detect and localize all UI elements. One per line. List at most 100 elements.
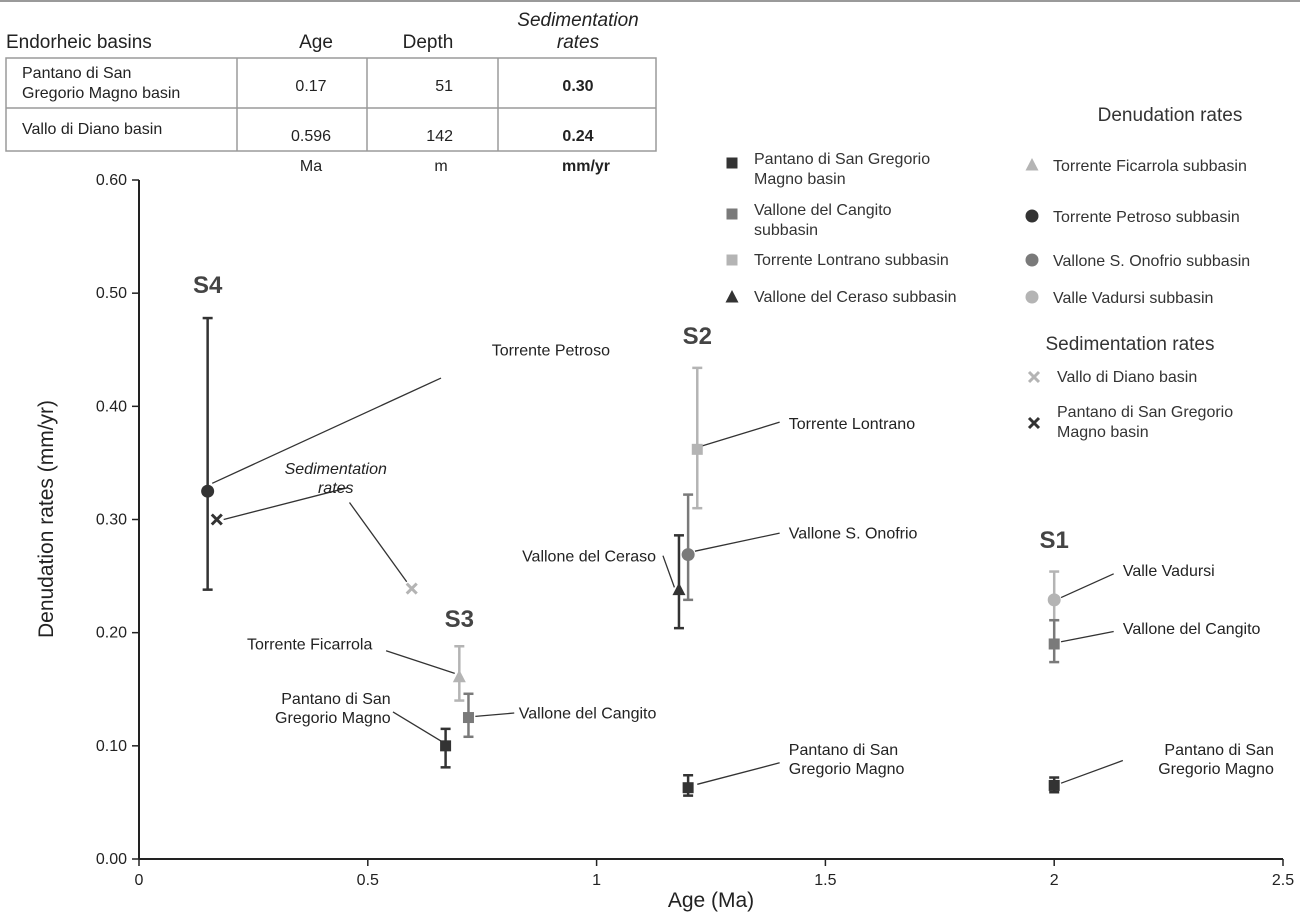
- table-frame: [5, 57, 657, 152]
- leader-line: [223, 487, 348, 521]
- legend-marker: [1025, 158, 1039, 171]
- data-point: [210, 513, 223, 526]
- legend-label: Vallone del Cangito: [754, 202, 892, 219]
- legend-marker: [1025, 209, 1039, 223]
- data-point: [201, 484, 215, 498]
- x-axis-label: Age (Ma): [668, 889, 754, 912]
- table-cell-age: 0.17: [295, 78, 326, 95]
- annotation-label: Pantano di San: [1164, 742, 1273, 759]
- y-axis-label: Denudation rates (mm/yr): [35, 400, 58, 638]
- table-cell-rate: 0.30: [562, 78, 593, 95]
- legend-label: Vallone S. Onofrio subbasin: [1053, 253, 1250, 270]
- legend-marker: [1027, 416, 1041, 430]
- annotation-label: Pantano di San: [789, 742, 898, 759]
- data-point: [672, 582, 686, 596]
- legend: Denudation rates Pantano di San Gregorio M…: [725, 105, 1250, 441]
- data-point: [681, 548, 695, 562]
- data-table: Endorheic basins Age Depth Sedimentation…: [5, 10, 657, 175]
- annotation-label: Torrente Ficarrola: [247, 637, 372, 654]
- legend-marker: [1027, 370, 1041, 384]
- group-label: S1: [1040, 527, 1069, 554]
- data-point: [440, 740, 452, 752]
- legend-label: Pantano di San Gregorio: [1057, 404, 1233, 421]
- leader-line: [662, 555, 676, 588]
- annotation-label: Valle Vadursi: [1123, 563, 1215, 580]
- leader-line: [348, 502, 408, 583]
- table-header-age: Age: [299, 32, 333, 53]
- data-point: [452, 669, 466, 683]
- annotation-label: Sedimentation: [285, 461, 387, 478]
- table-cell-name: Vallo di Diano basin: [22, 121, 162, 138]
- annotation-label: Gregorio Magno: [275, 710, 391, 727]
- legend-label: Vallone del Ceraso subbasin: [754, 289, 957, 306]
- annotation-label: rates: [318, 480, 354, 497]
- leader-line: [211, 377, 442, 484]
- legend-marker: [726, 254, 738, 266]
- table-unit-age: Ma: [300, 158, 322, 175]
- legend-label: subbasin: [754, 222, 818, 239]
- y-tick-label: 0.50: [96, 285, 127, 302]
- legend-label: Valle Vadursi subbasin: [1053, 290, 1213, 307]
- data-point: [1048, 638, 1060, 650]
- table-header-sedimentation: Sedimentation: [517, 10, 638, 31]
- table-header-depth: Depth: [403, 32, 454, 53]
- legend-marker: [1025, 253, 1039, 267]
- leader-line: [1060, 759, 1124, 784]
- legend-label: Torrente Petroso subbasin: [1053, 209, 1240, 226]
- table-cell-depth: 142: [426, 128, 453, 145]
- table-cell-rate: 0.24: [562, 128, 593, 145]
- table-header-rates: rates: [557, 32, 600, 53]
- group-label: S2: [683, 323, 712, 350]
- ticks: 0 0.5 1 1.5 2 2.5 0.00 0.10 0.20 0.30 0.40 0.50 0.60: [96, 172, 1294, 889]
- legend-label: Vallo di Diano basin: [1057, 369, 1197, 386]
- annotation-label: Vallone del Cangito: [1123, 621, 1261, 638]
- leader-line: [694, 532, 780, 552]
- annotation-label: Torrente Petroso: [492, 342, 610, 359]
- x-tick-label: 0: [135, 872, 144, 889]
- data-point: [462, 712, 474, 724]
- leader-line: [392, 711, 444, 743]
- legend-title: Denudation rates: [1098, 105, 1243, 126]
- legend-label: Torrente Ficarrola subbasin: [1053, 158, 1247, 175]
- legend-title: Sedimentation rates: [1046, 334, 1215, 355]
- leader-line: [1060, 630, 1114, 643]
- leader-line: [475, 712, 515, 718]
- annotation-label: Vallone del Cangito: [519, 706, 657, 723]
- legend-label: Magno basin: [754, 171, 846, 188]
- x-tick-label: 0.5: [357, 872, 379, 889]
- y-tick-label: 0.20: [96, 625, 127, 642]
- table-unit-depth: m: [434, 158, 447, 175]
- table-unit-rate: mm/yr: [562, 158, 610, 175]
- legend-label: Pantano di San Gregorio: [754, 151, 930, 168]
- leader-line: [385, 650, 455, 675]
- legend-marker: [726, 157, 738, 169]
- y-tick-label: 0.60: [96, 172, 127, 189]
- legend-label: Magno basin: [1057, 424, 1149, 441]
- group-label: S4: [193, 272, 223, 299]
- table-cell-depth: 51: [435, 78, 453, 95]
- data-point: [691, 443, 703, 455]
- x-tick-label: 2.5: [1272, 872, 1294, 889]
- annotation-label: Torrente Lontrano: [789, 416, 915, 433]
- data-point: [1048, 779, 1060, 791]
- data-point: [682, 782, 694, 794]
- y-tick-label: 0.30: [96, 512, 127, 529]
- group-label: S3: [445, 606, 474, 633]
- y-tick-label: 0.00: [96, 851, 127, 868]
- data-point: [405, 582, 418, 595]
- data-point: [1047, 593, 1061, 607]
- leader-line: [697, 762, 780, 785]
- table-cell-name: Gregorio Magno basin: [22, 85, 180, 102]
- annotation-label: Vallone S. Onofrio: [789, 526, 918, 543]
- x-tick-label: 1.5: [814, 872, 836, 889]
- leader-lines: [211, 377, 1124, 785]
- annotation-label: Pantano di San: [281, 691, 390, 708]
- table-cell-age: 0.596: [291, 128, 331, 145]
- annotations: S4 S2 S3 S1 Torrente Petroso Sedimentation rat…: [193, 272, 1274, 778]
- data-points: [201, 316, 1061, 797]
- annotation-label: Gregorio Magno: [789, 761, 905, 778]
- y-tick-label: 0.10: [96, 738, 127, 755]
- annotation-label: Vallone del Ceraso: [522, 548, 656, 565]
- x-tick-label: 2: [1050, 872, 1059, 889]
